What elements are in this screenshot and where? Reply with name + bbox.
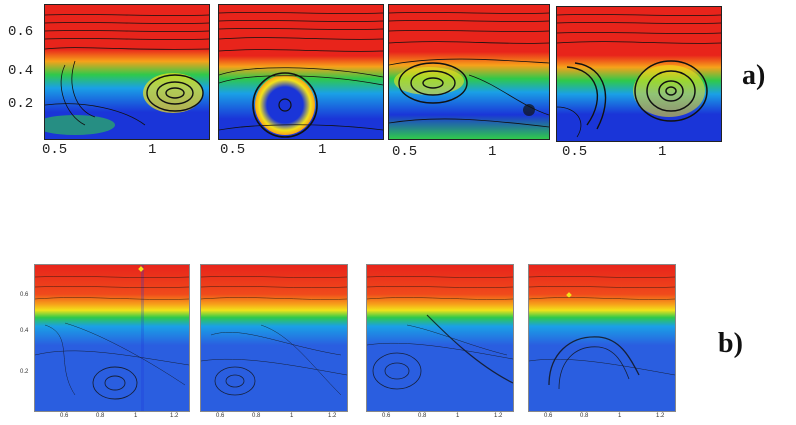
row-a-panel-1 (44, 4, 210, 140)
row-a-y-tick: 0.4 (8, 63, 34, 79)
row-b-y-tick: 0.2 (20, 369, 29, 375)
row-a-x-tick: 1 (488, 144, 497, 160)
row-b-x-tick: 1.2 (328, 413, 337, 419)
row-b-panel-1 (34, 264, 190, 412)
row-a-y-tick: 0.6 (8, 24, 34, 40)
row-b-x-tick: 1 (134, 413, 138, 419)
row-a-y-tick: 0.2 (8, 96, 34, 112)
row-b-panel-3 (366, 264, 514, 412)
row-b-panel-2 (200, 264, 348, 412)
row-b-x-tick: 0.6 (60, 413, 69, 419)
row-b-x-tick: 0.8 (252, 413, 261, 419)
row-a-x-tick: 0.5 (392, 144, 418, 160)
row-a-panel-4 (556, 6, 722, 142)
row-b-y-tick: 0.6 (20, 292, 29, 298)
row-a-x-tick: 1 (318, 142, 327, 158)
row-a-x-tick: 1 (658, 144, 667, 160)
row-a-x-tick: 1 (148, 142, 157, 158)
row-b-x-tick: 0.8 (418, 413, 427, 419)
row-b-x-tick: 0.6 (216, 413, 225, 419)
row-b-x-tick: 1 (456, 413, 460, 419)
row-b-x-tick: 1.2 (494, 413, 503, 419)
row-b-x-tick: 1 (290, 413, 294, 419)
row-b-x-tick: 0.6 (544, 413, 553, 419)
row-b-x-tick: 0.6 (382, 413, 391, 419)
row-a-panel-2 (218, 4, 384, 140)
row-a-label: a) (742, 60, 766, 91)
row-b-label: b) (718, 328, 743, 359)
row-b-x-tick: 0.8 (580, 413, 589, 419)
row-a-x-tick: 0.5 (562, 144, 588, 160)
row-a-panel-3 (388, 4, 550, 140)
row-b-x-tick: 1 (618, 413, 622, 419)
row-a-x-tick: 0.5 (220, 142, 246, 158)
row-b-x-tick: 1.2 (656, 413, 665, 419)
row-b-x-tick: 0.8 (96, 413, 105, 419)
row-b-y-tick: 0.4 (20, 328, 29, 334)
row-b-panel-4 (528, 264, 676, 412)
row-b-x-tick: 1.2 (170, 413, 179, 419)
row-a-x-tick: 0.5 (42, 142, 68, 158)
